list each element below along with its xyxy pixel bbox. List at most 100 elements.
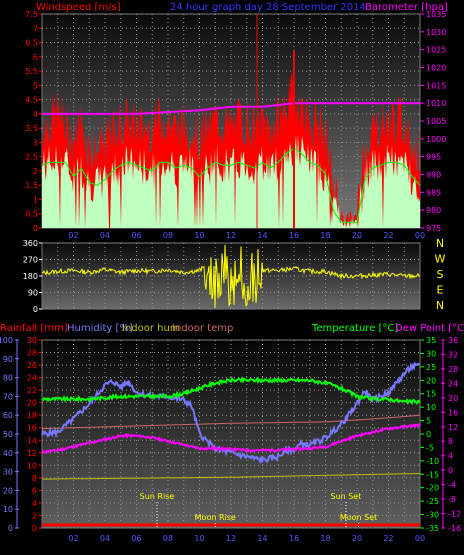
hour-tick-label: 06 xyxy=(131,231,141,240)
windspeed-tick-label: 0 xyxy=(33,224,38,233)
barometer-tick-label: 990 xyxy=(426,171,441,180)
windspeed-tick-label: 5.5 xyxy=(25,67,38,76)
hour-tick-label: 00 xyxy=(415,231,425,240)
humidity-tick-label: 10 xyxy=(3,505,13,514)
hour-tick-label: 18 xyxy=(320,534,330,543)
legend-dew-point: Dew Point [°C] xyxy=(395,323,464,334)
dew-tick-label: 16 xyxy=(448,408,458,417)
windspeed-tick-label: 7 xyxy=(33,24,38,33)
barometer-tick-label: 985 xyxy=(426,188,441,197)
windspeed-tick-label: 1 xyxy=(33,195,38,204)
windspeed-tick-label: 0.5 xyxy=(25,210,38,219)
barometer-tick-label: 1000 xyxy=(426,135,446,144)
temperature-series xyxy=(41,376,421,406)
compass-label: W xyxy=(435,253,446,266)
dew-tick-label: -16 xyxy=(448,524,461,533)
rain-tick-label: 12 xyxy=(27,449,37,458)
temperature-tick-label: 10 xyxy=(426,403,436,412)
dew-tick-label: 4 xyxy=(448,452,453,461)
windspeed-tick-label: 1.5 xyxy=(25,181,38,190)
temperature-tick-label: 25 xyxy=(426,363,436,372)
barometer-tick-label: 1025 xyxy=(426,46,446,55)
dew-tick-label: 36 xyxy=(448,336,458,345)
temperature-tick-label: 35 xyxy=(426,336,436,345)
temperature-tick-label: 5 xyxy=(426,417,431,426)
hour-tick-label: 08 xyxy=(163,534,173,543)
humidity-tick-label: 40 xyxy=(3,449,13,458)
barometer-tick-label: 1020 xyxy=(426,64,446,73)
hour-tick-label: 12 xyxy=(226,231,236,240)
sun-moon-events: Sun Rise Moon Rise Sun Set Moon Set xyxy=(140,492,377,528)
barometer-tick-label: 1005 xyxy=(426,117,446,126)
barometer-tick-label: 1035 xyxy=(426,10,446,19)
temperature-tick-label: 20 xyxy=(426,376,436,385)
rain-tick-label: 2 xyxy=(32,511,37,520)
temperature-tick-label: -25 xyxy=(426,497,439,506)
rain-tick-label: 14 xyxy=(27,436,37,445)
rain-tick-label: 6 xyxy=(32,486,37,495)
barometer-axis-title: Barometer [hpa] xyxy=(365,2,448,13)
windspeed-tick-label: 6 xyxy=(33,53,38,62)
temperature-tick-label: 30 xyxy=(426,349,436,358)
hour-tick-label: 08 xyxy=(163,231,173,240)
windspeed-tick-label: 2.5 xyxy=(25,153,38,162)
hour-tick-label: 16 xyxy=(289,534,299,543)
hour-tick-label: 04 xyxy=(100,534,110,543)
legend-humidity: Humidity [%] xyxy=(67,323,133,334)
rain-tick-label: 18 xyxy=(27,411,37,420)
average-wind-series xyxy=(42,134,420,228)
rain-tick-label: 26 xyxy=(27,361,37,370)
rain-tick-label: 20 xyxy=(27,399,37,408)
barometer-tick-label: 1030 xyxy=(426,28,446,37)
humidity-tick-label: 70 xyxy=(3,392,13,401)
humidity-tick-label: 80 xyxy=(3,374,13,383)
dew-tick-label: -12 xyxy=(448,510,461,519)
dew-tick-label: 0 xyxy=(448,466,453,475)
temperature-tick-label: -20 xyxy=(426,484,439,493)
dew-tick-label: 12 xyxy=(448,423,458,432)
humidity-tick-label: 30 xyxy=(3,468,13,477)
humidity-tick-label: 20 xyxy=(3,486,13,495)
direction-tick-label: 90 xyxy=(28,289,38,298)
rain-tick-label: 4 xyxy=(32,499,37,508)
compass-label: N xyxy=(436,299,444,312)
windspeed-axis-title: Windspeed [m/s] xyxy=(36,2,121,13)
rain-tick-label: 8 xyxy=(32,474,37,483)
barometer-axis-ticks: 975 980 985 990 995 1000 1005 1010 1015 1020 1025 1… xyxy=(420,10,446,233)
compass-label: S xyxy=(437,268,444,281)
compass-label: E xyxy=(437,284,444,297)
humidity-tick-label: 60 xyxy=(3,411,13,420)
hour-tick-label: 22 xyxy=(383,534,393,543)
hour-tick-label: 16 xyxy=(289,231,299,240)
temperature-tick-label: -10 xyxy=(426,457,439,466)
barometer-series xyxy=(42,102,420,115)
legend-indoor-hum: Indoor hum xyxy=(122,323,180,334)
temperature-tick-label: -30 xyxy=(426,511,439,520)
direction-tick-label: 180 xyxy=(23,272,38,281)
legend-temperature: Temperature [°C] xyxy=(311,323,398,334)
hour-tick-label: 04 xyxy=(100,231,110,240)
indoor-humidity-series xyxy=(42,473,420,480)
hour-tick-label: 22 xyxy=(383,231,393,240)
windspeed-tick-label: 7.5 xyxy=(25,10,38,19)
dew-tick-label: -8 xyxy=(448,495,456,504)
hour-tick-label: 14 xyxy=(257,231,267,240)
rain-tick-label: 30 xyxy=(27,336,37,345)
barometer-tick-label: 980 xyxy=(426,206,441,215)
event-label: Moon Set xyxy=(340,513,377,522)
temperature-tick-label: -5 xyxy=(426,443,434,452)
event-label: Moon Rise xyxy=(195,513,236,522)
temperature-tick-label: 15 xyxy=(426,390,436,399)
rain-tick-label: 0 xyxy=(32,524,37,533)
humidity-tick-label: 50 xyxy=(3,430,13,439)
compass-label: N xyxy=(436,237,444,250)
dew-tick-label: 28 xyxy=(448,365,458,374)
barometer-tick-label: 1010 xyxy=(426,99,446,108)
hour-tick-label: 20 xyxy=(352,231,362,240)
rain-tick-label: 24 xyxy=(27,374,37,383)
event-label: Sun Rise xyxy=(140,492,175,501)
windspeed-tick-label: 5 xyxy=(33,81,38,90)
